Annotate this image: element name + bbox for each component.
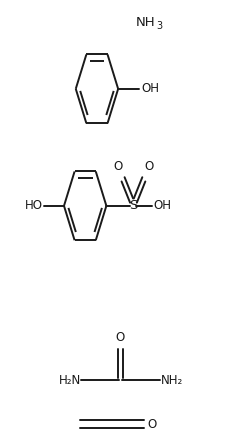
Text: HO: HO bbox=[24, 199, 42, 212]
Text: S: S bbox=[129, 199, 138, 212]
Text: O: O bbox=[144, 160, 153, 173]
Text: H₂N: H₂N bbox=[59, 374, 81, 387]
Text: 3: 3 bbox=[156, 21, 162, 31]
Text: NH₂: NH₂ bbox=[161, 374, 183, 387]
Text: OH: OH bbox=[141, 82, 159, 95]
Text: O: O bbox=[116, 331, 125, 344]
Text: O: O bbox=[114, 160, 123, 173]
Text: NH: NH bbox=[135, 16, 155, 29]
Text: OH: OH bbox=[154, 199, 171, 212]
Text: O: O bbox=[147, 418, 156, 431]
